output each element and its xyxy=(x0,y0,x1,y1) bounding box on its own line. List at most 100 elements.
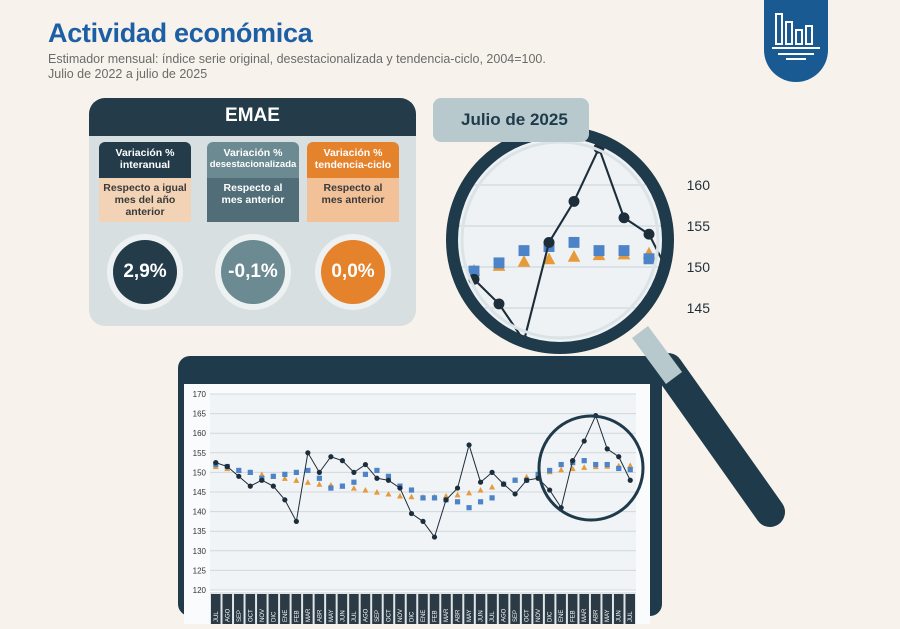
emae-header-line: Variación % xyxy=(323,147,383,159)
data-point xyxy=(616,465,622,472)
emae-column-header: Variación % tendencia-ciclo xyxy=(307,142,399,178)
data-point xyxy=(339,483,346,489)
x-tick-label: JUN xyxy=(340,610,346,622)
x-tick-label: JUL xyxy=(214,611,220,622)
data-point xyxy=(518,335,530,347)
data-point xyxy=(493,298,505,310)
lens-y-tick-label: 150 xyxy=(687,259,711,275)
x-tick-label: OCT xyxy=(386,609,392,622)
data-point xyxy=(420,518,426,524)
series-line xyxy=(473,145,668,344)
data-point xyxy=(468,273,480,285)
data-point xyxy=(385,473,392,479)
x-tick-label: FEB xyxy=(294,610,300,622)
data-point xyxy=(643,228,655,240)
data-point xyxy=(351,469,357,475)
y-tick-label: 155 xyxy=(193,449,207,458)
x-tick-label: MAR xyxy=(582,608,588,622)
y-tick-label: 145 xyxy=(193,488,207,497)
lens-y-tick-label: 145 xyxy=(687,300,711,316)
data-point xyxy=(213,460,219,466)
data-point xyxy=(305,467,311,474)
emae-header-line: interanual xyxy=(119,159,171,171)
emae-description-line: mes anterior xyxy=(321,194,385,206)
data-point xyxy=(466,489,473,496)
x-tick-label: DIC xyxy=(548,611,554,622)
emae-header-line: tendencia-ciclo xyxy=(314,159,392,171)
emae-description-line: mes anterior xyxy=(221,194,285,206)
emae-column-1: Variación % interanual Respecto a igual mes… xyxy=(99,142,191,322)
y-tick-label: 160 xyxy=(193,429,207,438)
data-point xyxy=(581,438,587,444)
magnifier-label: Julio de 2025 xyxy=(433,98,589,142)
emae-column-header: Variación % interanual xyxy=(99,142,191,178)
data-point xyxy=(328,485,334,491)
data-point xyxy=(467,263,481,276)
data-point xyxy=(454,499,461,505)
data-point xyxy=(617,247,631,260)
x-tick-label: ABR xyxy=(456,609,462,622)
data-point xyxy=(236,467,242,474)
x-tick-label: JUN xyxy=(617,610,623,622)
data-point xyxy=(339,458,346,464)
data-point xyxy=(593,245,605,257)
data-point xyxy=(281,475,288,481)
data-point xyxy=(466,442,472,448)
magnifier-ring xyxy=(446,126,674,354)
emae-header-line: Variación % xyxy=(115,147,175,159)
data-point xyxy=(492,259,506,271)
data-point xyxy=(270,473,276,479)
data-point xyxy=(316,469,322,475)
data-point xyxy=(224,463,230,470)
data-point xyxy=(293,518,299,524)
data-point xyxy=(328,454,334,460)
data-point xyxy=(247,483,253,489)
subtitle-line-2: Julio de 2022 a julio de 2025 xyxy=(48,67,208,81)
emae-column-description: Respecto al mes anterior xyxy=(307,178,399,222)
y-tick-label: 150 xyxy=(193,468,207,477)
data-point xyxy=(542,252,556,265)
x-tick-label: ABR xyxy=(594,609,600,622)
data-point xyxy=(373,489,380,495)
data-point xyxy=(543,241,555,252)
x-tick-label: OCT xyxy=(525,609,531,622)
data-point xyxy=(593,461,599,468)
x-tick-label: MAY xyxy=(467,609,473,622)
emae-value-circle: -0,1% xyxy=(221,240,285,304)
series-1 xyxy=(468,236,680,277)
page-title: Actividad económica xyxy=(48,18,313,48)
data-point xyxy=(618,212,630,224)
data-point xyxy=(493,257,505,269)
data-point xyxy=(431,534,438,540)
data-point xyxy=(351,479,357,485)
emae-description-line: Respecto a igual xyxy=(103,182,187,194)
data-point xyxy=(627,467,633,473)
data-point xyxy=(558,461,564,468)
emae-title: EMAE xyxy=(89,98,416,136)
emae-column-description: Respecto a igual mes del año anterior xyxy=(99,178,191,222)
emae-column-header: Variación % desestacionalizada xyxy=(207,142,299,178)
data-point xyxy=(517,254,531,267)
data-point xyxy=(627,477,633,483)
data-point xyxy=(558,505,564,511)
magnifier-handle xyxy=(653,353,785,527)
data-point xyxy=(443,492,450,499)
x-tick-label: NOV xyxy=(260,609,266,622)
data-point xyxy=(669,256,680,267)
data-point xyxy=(643,253,655,265)
data-point xyxy=(667,245,668,258)
data-point xyxy=(454,491,461,498)
y-tick-label: 125 xyxy=(193,566,207,575)
data-point xyxy=(477,487,484,493)
data-point xyxy=(236,473,242,479)
x-tick-label: SEP xyxy=(375,610,381,622)
data-point xyxy=(616,454,622,460)
data-point xyxy=(547,487,553,493)
data-point xyxy=(362,461,369,468)
data-point xyxy=(408,487,415,493)
y-tick-label: 165 xyxy=(193,410,207,419)
data-point xyxy=(408,493,415,500)
data-point xyxy=(593,412,599,419)
series-2 xyxy=(467,245,668,276)
data-point xyxy=(396,492,403,499)
